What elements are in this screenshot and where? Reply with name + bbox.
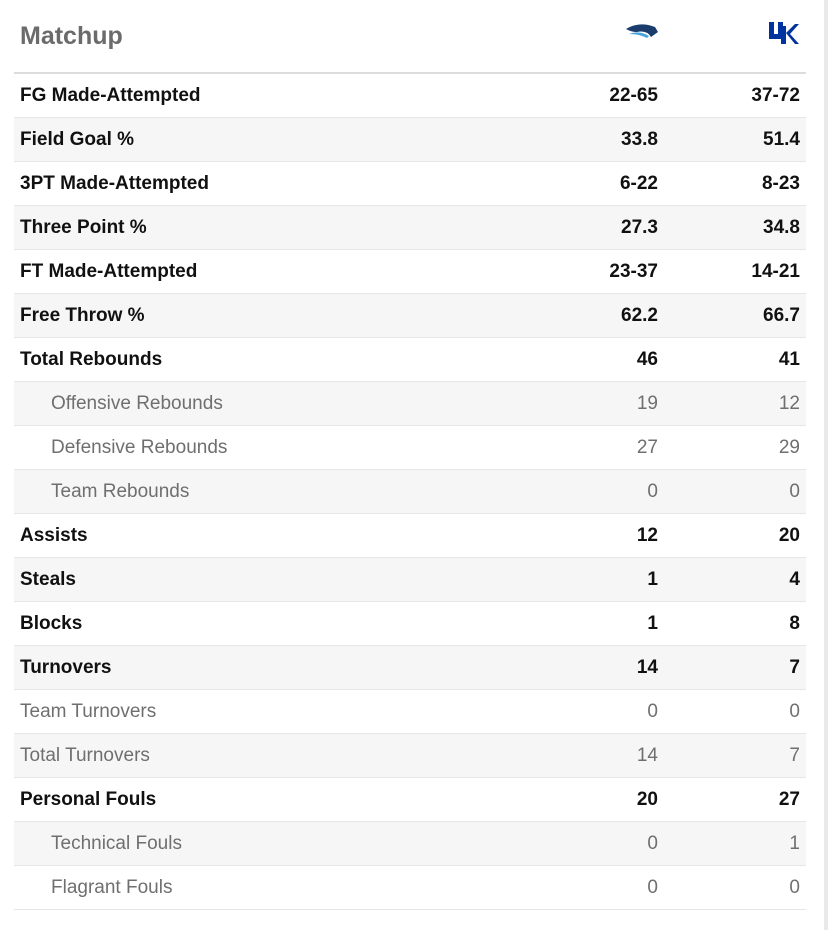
stat-label: Total Rebounds — [20, 349, 163, 370]
stat-row: 3PT Made-Attempted 6-22 8-23 — [14, 162, 806, 206]
matchup-title: Matchup — [20, 22, 123, 50]
stat-label: Assists — [20, 525, 88, 546]
home-team-value: 0 — [789, 481, 800, 502]
matchup-panel: Matchup FG Made-Attempted 22-65 37-72 Field… — [14, 0, 806, 910]
away-team-value: 19 — [636, 393, 658, 414]
home-team-value: 0 — [789, 701, 800, 722]
stat-row: Total Rebounds 46 41 — [14, 338, 806, 382]
stat-label: Personal Fouls — [20, 789, 157, 810]
home-team-value: 7 — [789, 657, 800, 678]
away-team-value: 12 — [636, 525, 658, 546]
stat-row: Technical Fouls 0 1 — [14, 822, 806, 866]
stat-row: Three Point % 27.3 34.8 — [14, 206, 806, 250]
stat-row: Team Turnovers 0 0 — [14, 690, 806, 734]
matchup-header: Matchup — [14, 0, 806, 74]
away-team-value: 27 — [636, 437, 658, 458]
away-team-value: 27.3 — [621, 217, 658, 238]
away-team-value: 0 — [647, 833, 658, 854]
stat-row: FG Made-Attempted 22-65 37-72 — [14, 74, 806, 118]
stat-row: Defensive Rebounds 27 29 — [14, 426, 806, 470]
away-logo-accent — [629, 32, 649, 38]
home-team-value: 66.7 — [763, 305, 800, 326]
away-team-value: 20 — [636, 789, 658, 810]
away-team-value: 1 — [647, 569, 658, 590]
home-team-value: 27 — [778, 789, 800, 810]
stat-label: Free Throw % — [20, 305, 145, 326]
away-team-value: 0 — [647, 877, 658, 898]
stat-row: Offensive Rebounds 19 12 — [14, 382, 806, 426]
home-team-value: 1 — [789, 833, 800, 854]
stat-row: Team Rebounds 0 0 — [14, 470, 806, 514]
stat-label: Technical Fouls — [51, 833, 182, 854]
away-team-value: 0 — [647, 701, 658, 722]
stat-label: Steals — [20, 569, 76, 590]
stat-row: Free Throw % 62.2 66.7 — [14, 294, 806, 338]
stat-row: Field Goal % 33.8 51.4 — [14, 118, 806, 162]
stats-table: FG Made-Attempted 22-65 37-72 Field Goal % 3… — [14, 74, 806, 910]
stat-label: Team Rebounds — [51, 481, 190, 502]
stat-label: Three Point % — [20, 217, 147, 238]
stat-label: Team Turnovers — [20, 701, 157, 722]
stat-row: Assists 12 20 — [14, 514, 806, 558]
stat-row: Total Turnovers 14 7 — [14, 734, 806, 778]
home-team-value: 8 — [789, 613, 800, 634]
home-logo-letters — [769, 22, 799, 44]
away-team-value: 0 — [647, 481, 658, 502]
away-logo-swoosh — [626, 24, 658, 37]
stat-label: FG Made-Attempted — [20, 85, 201, 106]
home-team-value: 20 — [778, 525, 800, 546]
home-team-value: 37-72 — [751, 85, 800, 106]
away-team-value: 62.2 — [621, 305, 658, 326]
home-team-value: 14-21 — [751, 261, 800, 282]
stat-row: Steals 1 4 — [14, 558, 806, 602]
stat-label: Defensive Rebounds — [51, 437, 228, 458]
stat-label: Flagrant Fouls — [51, 877, 173, 898]
away-team-value: 22-65 — [609, 85, 658, 106]
stat-label: Offensive Rebounds — [51, 393, 223, 414]
stat-row: Turnovers 14 7 — [14, 646, 806, 690]
stat-label: Blocks — [20, 613, 83, 634]
stat-label: Total Turnovers — [20, 745, 150, 766]
stat-label: Field Goal % — [20, 129, 135, 150]
stat-label: Turnovers — [20, 657, 112, 678]
away-team-value: 46 — [636, 349, 658, 370]
home-team-value: 29 — [778, 437, 800, 458]
scrollbar-track[interactable] — [824, 0, 828, 930]
home-team-value: 4 — [789, 569, 800, 590]
home-team-value: 34.8 — [763, 217, 800, 238]
home-team-value: 0 — [789, 877, 800, 898]
home-team-value: 8-23 — [761, 173, 800, 194]
stat-row: Personal Fouls 20 27 — [14, 778, 806, 822]
stat-row: FT Made-Attempted 23-37 14-21 — [14, 250, 806, 294]
home-team-value: 7 — [789, 745, 800, 766]
stat-label: 3PT Made-Attempted — [20, 173, 209, 194]
away-team-value: 6-22 — [619, 173, 658, 194]
stat-row: Blocks 1 8 — [14, 602, 806, 646]
home-team-value: 51.4 — [763, 129, 800, 150]
stat-row: Flagrant Fouls 0 0 — [14, 866, 806, 910]
away-team-value: 33.8 — [621, 129, 658, 150]
away-team-logo-icon[interactable] — [625, 20, 659, 42]
header-divider — [14, 72, 806, 74]
stat-label: FT Made-Attempted — [20, 261, 198, 282]
away-team-value: 23-37 — [609, 261, 658, 282]
home-team-value: 12 — [778, 393, 800, 414]
home-team-value: 41 — [778, 349, 800, 370]
away-team-value: 14 — [636, 657, 658, 678]
home-team-logo-icon[interactable] — [768, 20, 800, 46]
away-team-value: 14 — [636, 745, 658, 766]
away-team-value: 1 — [647, 613, 658, 634]
